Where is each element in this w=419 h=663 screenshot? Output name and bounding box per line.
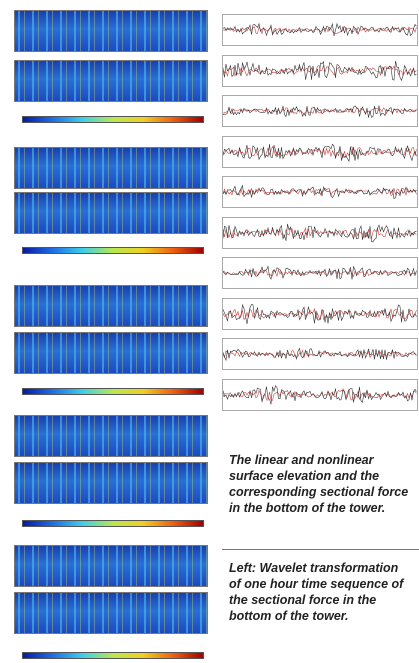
time-series-panel <box>222 338 418 370</box>
time-series-panel <box>222 297 418 330</box>
caption-right: The linear and nonlinear surface elevati… <box>229 453 409 515</box>
wavelet-panel <box>14 592 208 634</box>
time-series-plot <box>222 303 417 324</box>
wavelet-panel <box>14 147 208 189</box>
time-series-panel <box>222 14 418 46</box>
time-series-plot <box>222 184 417 199</box>
divider <box>222 549 419 550</box>
colorbar <box>22 388 204 395</box>
time-series-plot <box>222 384 417 404</box>
wavelet-panel <box>14 60 208 102</box>
signal <box>222 105 417 118</box>
caption-left: Left: Wavelet transformation of one hour… <box>229 561 404 623</box>
time-series-panel <box>222 176 418 208</box>
signal <box>222 143 417 162</box>
colorbar <box>22 247 204 254</box>
signal <box>222 25 417 35</box>
wavelet-panel <box>14 332 208 374</box>
colorbar <box>22 652 204 659</box>
time-series-panel <box>222 95 418 127</box>
time-series-plot <box>222 223 417 242</box>
signal <box>222 347 417 362</box>
time-series-plot <box>222 143 417 162</box>
signal <box>222 107 417 115</box>
wavelet-panel <box>14 10 208 52</box>
time-series-plot <box>222 265 417 280</box>
time-series-panel <box>222 378 418 411</box>
signal <box>222 223 417 242</box>
time-series-plot <box>222 60 417 81</box>
signal <box>222 384 417 404</box>
signal <box>222 60 417 81</box>
time-series-plot <box>222 347 417 362</box>
signal <box>222 265 417 280</box>
colorbar <box>22 520 204 527</box>
time-series-plot <box>222 105 417 118</box>
time-series-plot <box>222 22 417 37</box>
time-series-panel <box>222 135 418 168</box>
signal <box>222 226 417 239</box>
signal <box>222 307 417 320</box>
wavelet-panel <box>14 285 208 327</box>
signal <box>222 22 417 37</box>
colorbar <box>22 116 204 123</box>
wavelet-panel <box>14 415 208 457</box>
wavelet-panel <box>14 545 208 587</box>
time-series-panel <box>222 216 418 249</box>
wavelet-panel <box>14 462 208 504</box>
time-series-panel <box>222 257 418 289</box>
signal <box>222 184 417 199</box>
signal <box>222 303 417 324</box>
time-series-panel <box>222 54 418 87</box>
wavelet-panel <box>14 192 208 234</box>
